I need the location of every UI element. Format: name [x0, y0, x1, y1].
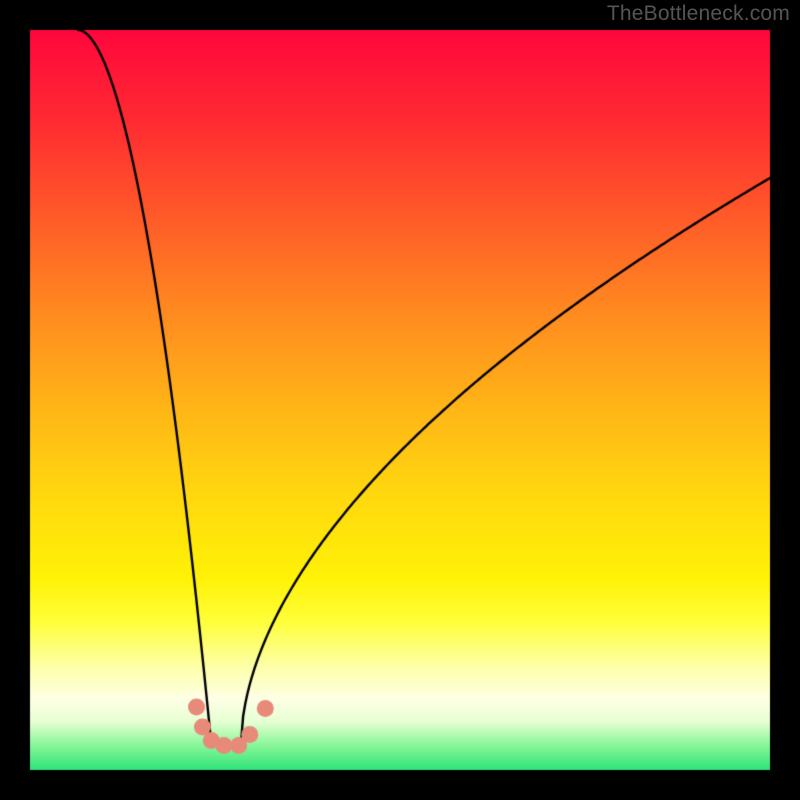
bottleneck-curve-plot	[0, 0, 800, 800]
chart-container: TheBottleneck.com	[0, 0, 800, 800]
